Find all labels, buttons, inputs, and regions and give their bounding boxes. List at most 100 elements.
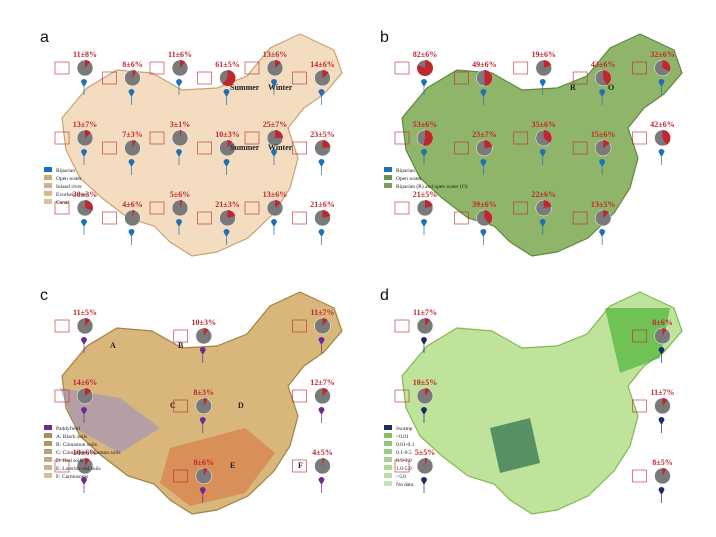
pie-wedge bbox=[180, 60, 186, 68]
pie-label: 23±5% bbox=[310, 130, 334, 139]
legend-swatch bbox=[44, 473, 52, 478]
pin bbox=[271, 79, 277, 87]
pin bbox=[421, 219, 427, 227]
pie-label: 8±3% bbox=[194, 388, 214, 397]
bar-inset bbox=[173, 469, 189, 483]
pin bbox=[81, 219, 87, 227]
pie-label: 11±7% bbox=[651, 388, 675, 397]
pin bbox=[199, 487, 206, 495]
pie-wedge bbox=[417, 60, 433, 76]
legend-swatch bbox=[44, 441, 52, 446]
pie-label: 15±6% bbox=[591, 130, 615, 139]
legend-text: B: Cinnamon soils bbox=[56, 442, 97, 448]
legend-text: Open water bbox=[396, 176, 422, 182]
legend-swatch bbox=[44, 191, 52, 196]
bar-inset bbox=[244, 201, 260, 215]
pin bbox=[176, 219, 182, 227]
legend-text: Swamp bbox=[396, 426, 413, 432]
legend-swatch bbox=[44, 449, 52, 454]
map-label: D bbox=[238, 401, 244, 410]
pie-label: 30±3% bbox=[73, 190, 97, 199]
legend-swatch bbox=[44, 199, 52, 204]
pin bbox=[223, 229, 230, 237]
bar-inset bbox=[394, 459, 410, 473]
pie-wedge bbox=[275, 60, 281, 68]
map-label: A bbox=[110, 341, 116, 350]
pie-label: 82±6% bbox=[413, 50, 437, 59]
bar-inset bbox=[454, 211, 469, 225]
pie-wedge bbox=[603, 140, 610, 148]
pin bbox=[128, 89, 135, 97]
legend-text: Riparian (R) and open water (O) bbox=[396, 183, 468, 190]
pie-label: 12±7% bbox=[310, 378, 334, 387]
region bbox=[490, 418, 540, 473]
legend-swatch bbox=[384, 425, 392, 430]
pin bbox=[318, 159, 325, 167]
legend-swatch bbox=[44, 457, 52, 462]
pie-wedge bbox=[425, 200, 433, 208]
pin bbox=[658, 347, 665, 355]
pie-wedge bbox=[85, 60, 91, 68]
map-label: Winter bbox=[268, 143, 293, 152]
pie-wedge bbox=[322, 388, 328, 396]
bar-inset bbox=[292, 389, 307, 403]
pie-wedge bbox=[322, 458, 325, 466]
pin bbox=[539, 219, 546, 227]
legend-swatch bbox=[384, 473, 392, 478]
pie-wedge bbox=[425, 318, 431, 326]
pie-wedge bbox=[543, 200, 552, 208]
pin bbox=[176, 79, 182, 87]
pin bbox=[81, 407, 87, 415]
pin bbox=[599, 89, 606, 97]
pin bbox=[223, 89, 230, 97]
legend-swatch bbox=[44, 175, 52, 180]
pie-wedge bbox=[132, 70, 137, 78]
pie-wedge bbox=[180, 200, 183, 208]
pin bbox=[539, 149, 546, 157]
pie-label: 23±7% bbox=[472, 130, 496, 139]
legend-swatch bbox=[384, 465, 392, 470]
bar-inset bbox=[394, 389, 410, 403]
pie-wedge bbox=[484, 70, 493, 86]
bar-inset bbox=[54, 389, 70, 403]
bar-inset bbox=[102, 71, 117, 85]
pie-label: 10±5% bbox=[413, 378, 437, 387]
pin bbox=[421, 79, 427, 87]
map-panel: b 82±6% 49±6% 19±6% 43±6% 32±6% 53±6% 23±7% 35±6… bbox=[380, 29, 683, 257]
pie-wedge bbox=[603, 70, 612, 86]
pin bbox=[658, 79, 665, 87]
pie-label: 8±6% bbox=[122, 60, 142, 69]
pie-wedge bbox=[85, 200, 93, 211]
legend-text: Canal bbox=[56, 200, 69, 206]
bar-inset bbox=[149, 131, 165, 145]
pie-wedge bbox=[543, 60, 552, 68]
map-label: O bbox=[608, 83, 614, 92]
pie-label: 4±5% bbox=[312, 448, 332, 457]
pie-wedge bbox=[662, 328, 667, 336]
pie-wedge bbox=[322, 70, 329, 78]
pin bbox=[421, 407, 427, 415]
bar-inset bbox=[173, 329, 189, 343]
pie-label: 32±6% bbox=[650, 50, 674, 59]
legend-text: Riparian bbox=[396, 168, 415, 174]
pie-label: 21±6% bbox=[310, 200, 334, 209]
bar-inset bbox=[632, 131, 647, 145]
pin bbox=[318, 229, 325, 237]
legend-text: A: Black soils bbox=[56, 434, 87, 440]
pie-label: 11±8% bbox=[73, 50, 97, 59]
country-outline bbox=[401, 291, 683, 515]
bar-inset bbox=[454, 71, 469, 85]
pie-wedge bbox=[85, 130, 91, 138]
legend-swatch bbox=[384, 481, 392, 486]
legend-text: Open water bbox=[56, 176, 82, 182]
map-label: R bbox=[570, 83, 576, 92]
bar-inset bbox=[244, 61, 260, 75]
pin bbox=[658, 487, 665, 495]
panel-label: d bbox=[380, 287, 389, 304]
bar-inset bbox=[54, 61, 70, 75]
map-panel: d 11±7% 8±6% 10±5% 11±7% 5±5% 8±5% Swamp <0.01 0.… bbox=[380, 287, 683, 515]
pie-label: 5±6% bbox=[170, 190, 190, 199]
pie-wedge bbox=[180, 130, 182, 138]
bar-inset bbox=[197, 141, 212, 155]
